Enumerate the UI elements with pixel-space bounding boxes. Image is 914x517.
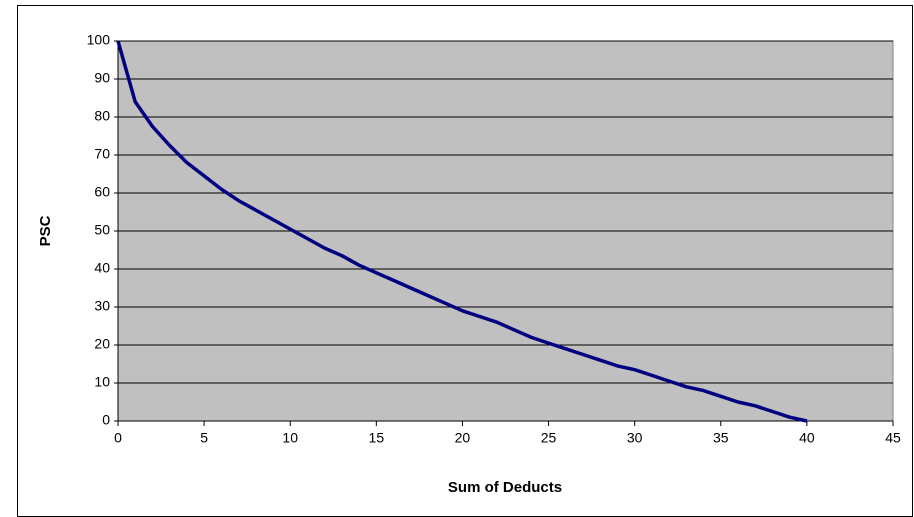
y-tick-label: 20 [94, 336, 110, 352]
y-tick-label: 0 [102, 412, 110, 428]
x-tick-label: 40 [799, 430, 815, 446]
y-tick-label: 80 [94, 108, 110, 124]
x-axis-title: Sum of Deducts [448, 479, 562, 496]
y-tick-label: 70 [94, 146, 110, 162]
x-tick-label: 20 [455, 430, 471, 446]
y-tick-label: 90 [94, 70, 110, 86]
y-tick-label: 40 [94, 260, 110, 276]
x-tick-label: 15 [369, 430, 385, 446]
y-tick-label: 10 [94, 374, 110, 390]
y-tick-label: 60 [94, 184, 110, 200]
x-tick-label: 10 [282, 430, 298, 446]
y-axis-title: PSC [37, 215, 54, 246]
x-tick-label: 5 [200, 430, 208, 446]
y-tick-label: 30 [94, 298, 110, 314]
x-tick-label: 30 [627, 430, 643, 446]
x-tick-label: 0 [114, 430, 122, 446]
x-tick-label: 45 [885, 430, 901, 446]
x-tick-label: 25 [541, 430, 557, 446]
y-tick-label: 50 [94, 222, 110, 238]
y-tick-label: 100 [87, 32, 111, 48]
data-line [116, 40, 808, 423]
x-tick-label: 35 [713, 430, 729, 446]
